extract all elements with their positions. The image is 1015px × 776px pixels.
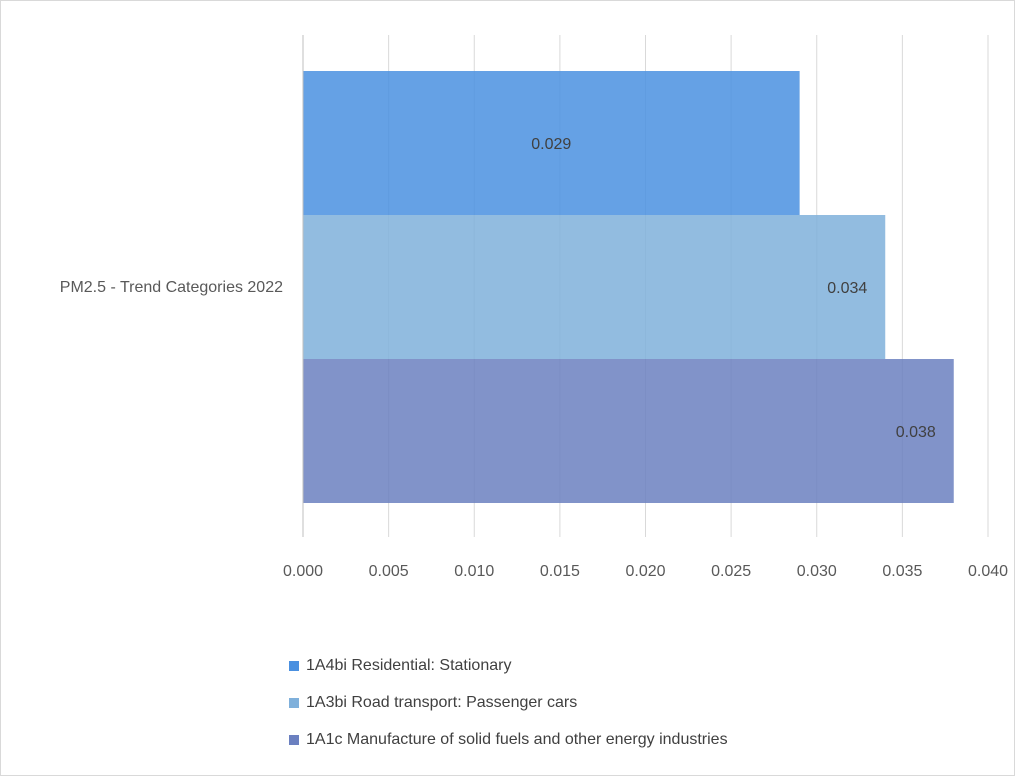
x-tick-label: 0.010 [454, 563, 494, 580]
x-tick-label: 0.000 [283, 563, 323, 580]
bar-chart: 0.029 0.034 0.038 0.000 0.005 0.010 0.015 0.02… [60, 35, 1008, 580]
bars [303, 71, 954, 503]
data-label: 0.038 [896, 424, 936, 441]
legend-label-manufacture: 1A1c Manufacture of solid fuels and othe… [306, 731, 728, 748]
x-tick-label: 0.025 [711, 563, 751, 580]
data-label: 0.029 [531, 136, 571, 153]
legend: 1A4bi Residential: Stationary 1A3bi Road… [289, 656, 728, 767]
legend-label-residential: 1A4bi Residential: Stationary [306, 657, 512, 674]
bar-series-1 [303, 71, 800, 215]
legend-swatch-manufacture [289, 735, 299, 745]
category-label: PM2.5 - Trend Categories 2022 [60, 279, 283, 296]
x-tick-label: 0.015 [540, 563, 580, 580]
legend-item-manufacture: 1A1c Manufacture of solid fuels and othe… [289, 730, 728, 750]
legend-swatch-residential [289, 661, 299, 671]
data-labels: 0.029 0.034 0.038 [531, 136, 936, 441]
x-tick-label: 0.035 [882, 563, 922, 580]
legend-swatch-road-transport [289, 698, 299, 708]
x-tick-label: 0.030 [797, 563, 837, 580]
data-label: 0.034 [827, 280, 867, 297]
x-tick-label: 0.020 [625, 563, 665, 580]
legend-item-residential: 1A4bi Residential: Stationary [289, 656, 728, 676]
legend-label-road-transport: 1A3bi Road transport: Passenger cars [306, 694, 578, 711]
bar-series-3 [303, 359, 954, 503]
bar-series-2 [303, 215, 886, 359]
x-axis-tick-labels: 0.000 0.005 0.010 0.015 0.020 0.025 0.030 0.035… [283, 563, 1008, 580]
legend-item-road-transport: 1A3bi Road transport: Passenger cars [289, 693, 728, 713]
x-tick-label: 0.040 [968, 563, 1008, 580]
x-tick-label: 0.005 [369, 563, 409, 580]
